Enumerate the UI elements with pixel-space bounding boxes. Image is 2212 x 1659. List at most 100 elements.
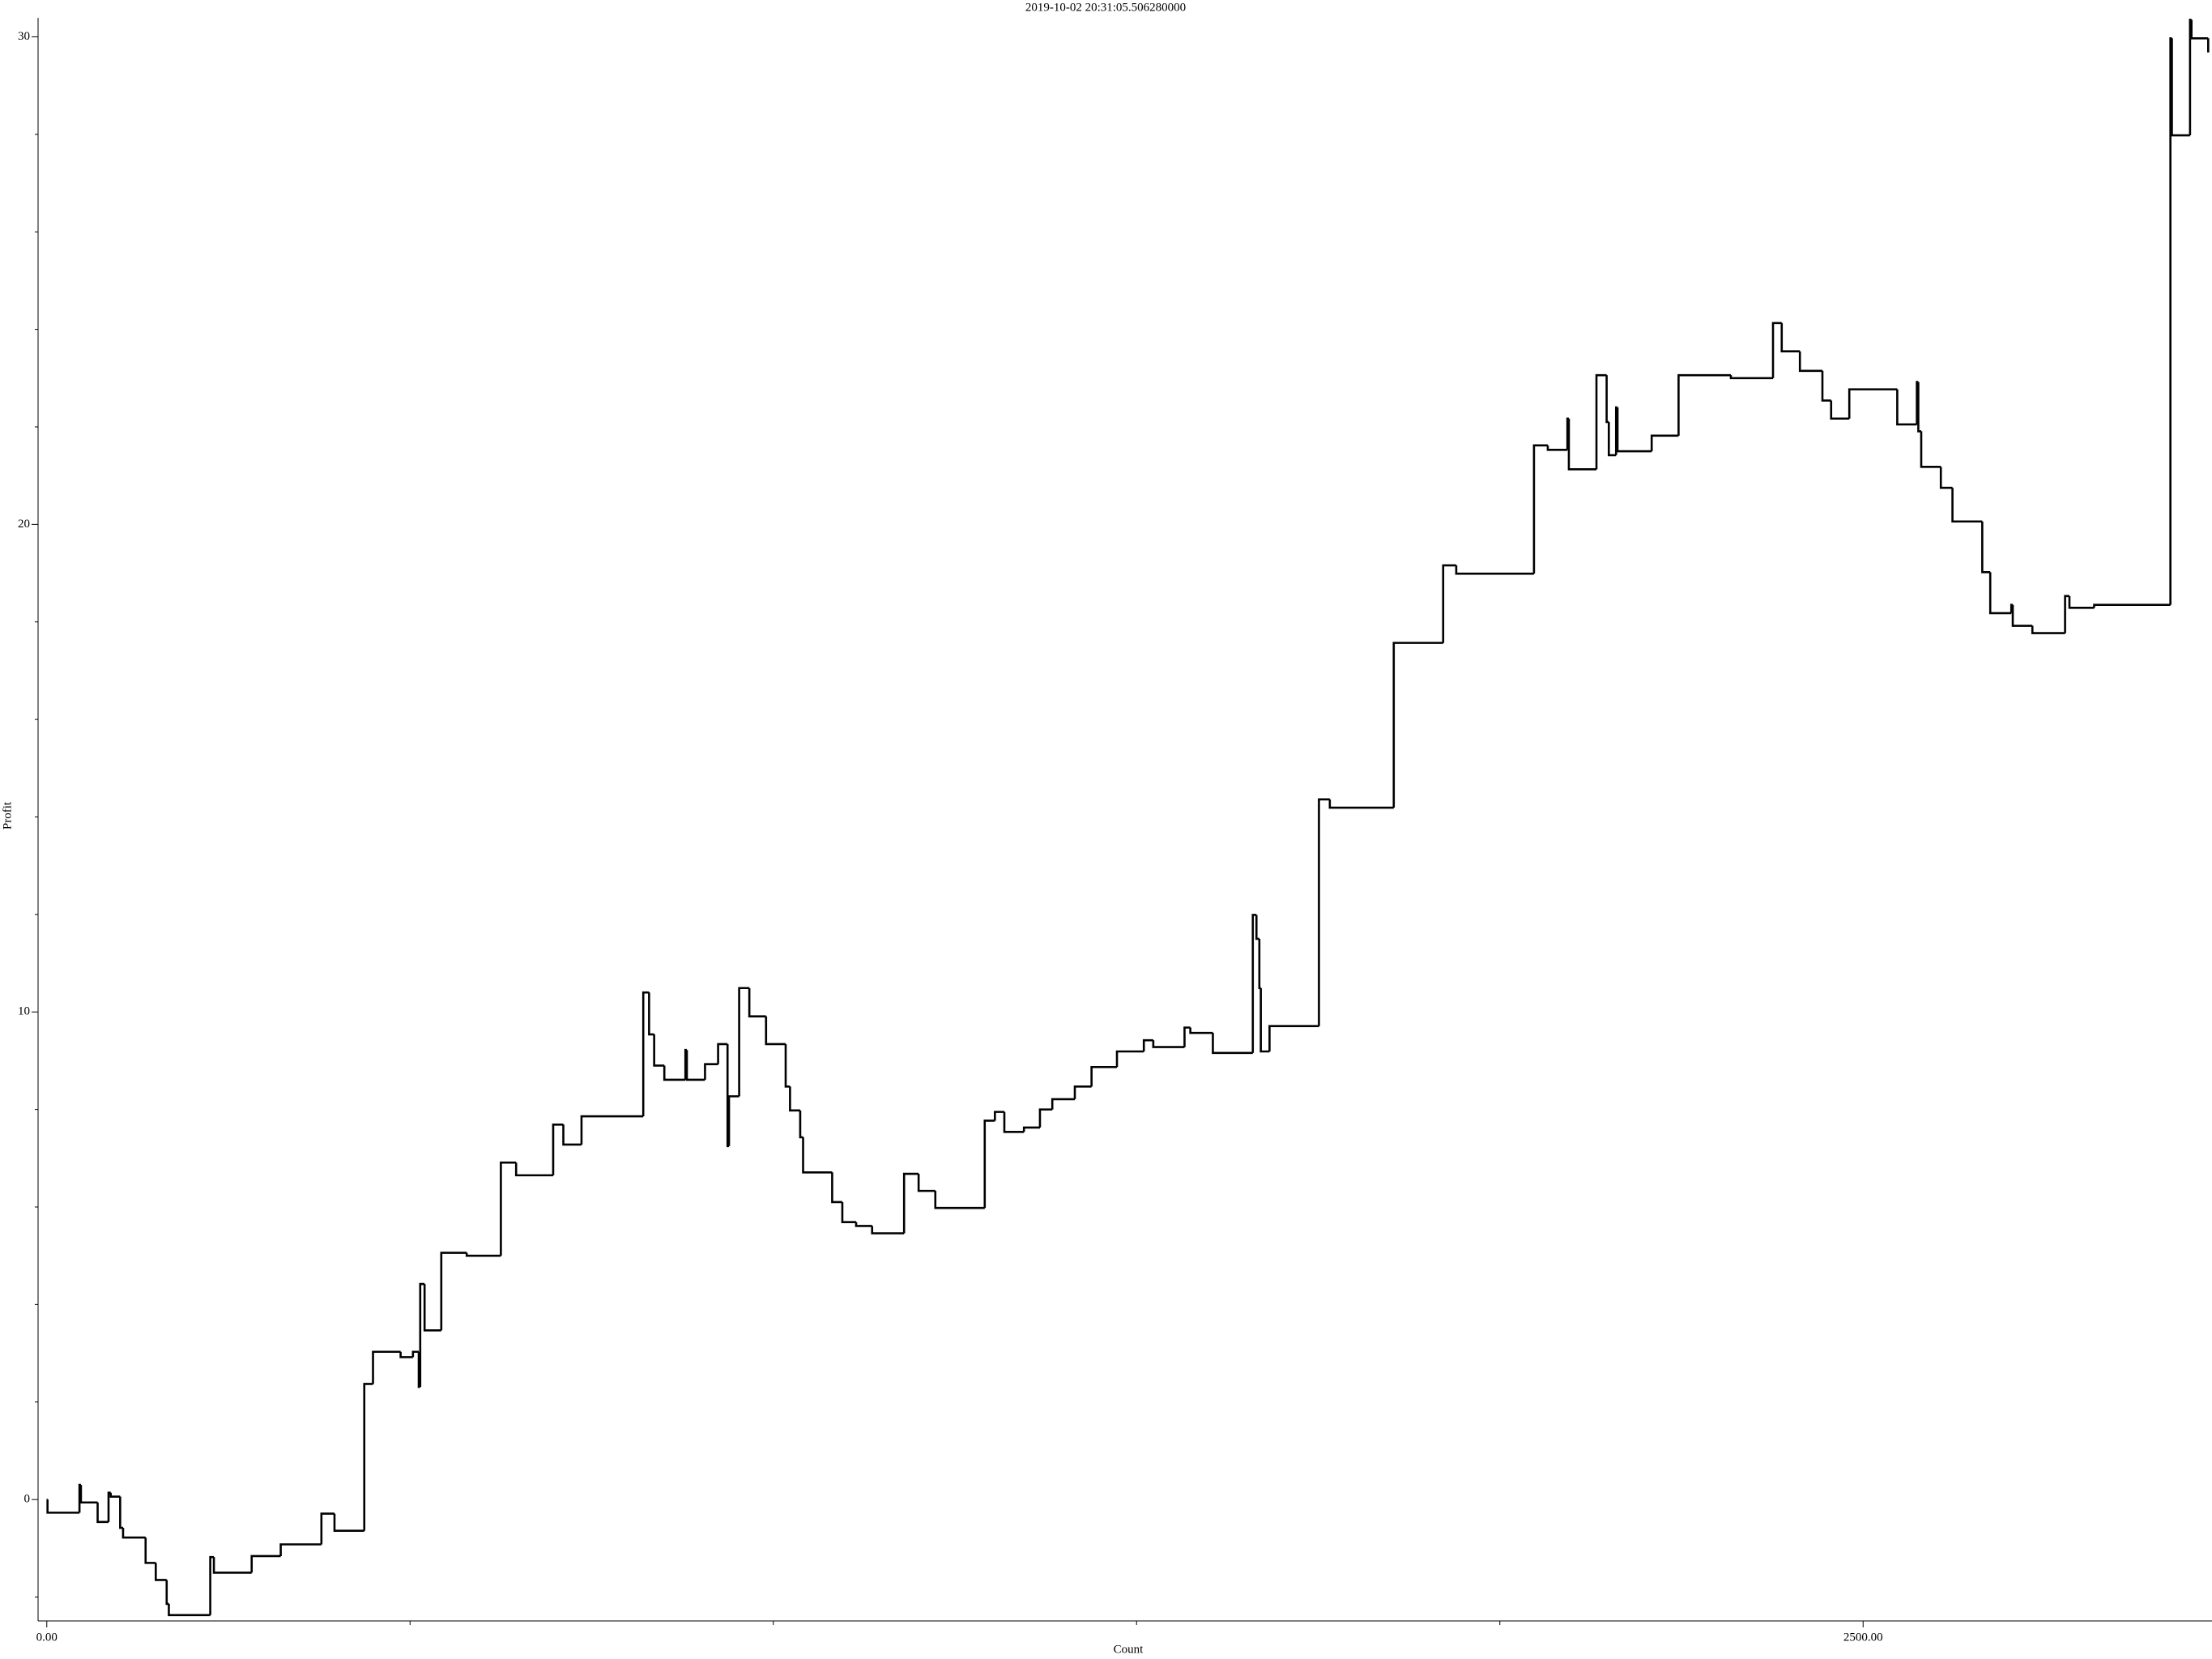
y-axis-label: Profit bbox=[1, 801, 14, 830]
step-segment bbox=[1268, 1025, 1319, 1051]
step-segment bbox=[1328, 799, 1394, 809]
step-segment bbox=[1022, 1126, 1040, 1132]
step-segment bbox=[514, 1162, 553, 1177]
step-segment bbox=[1455, 565, 1534, 575]
step-segment bbox=[121, 1528, 146, 1539]
x-tick-label: 0.00 bbox=[36, 1631, 58, 1644]
step-segment bbox=[1073, 1085, 1092, 1099]
step-segment bbox=[46, 1499, 80, 1514]
step-segment bbox=[399, 1351, 413, 1358]
step-segment bbox=[1916, 381, 1919, 424]
step-segment bbox=[1614, 406, 1618, 455]
step-segment bbox=[79, 1485, 98, 1504]
step-segment bbox=[684, 1048, 688, 1080]
step-segment bbox=[109, 1492, 121, 1498]
step-segment bbox=[1038, 1108, 1053, 1128]
step-segment bbox=[2031, 625, 2065, 634]
x-tick-label: 2500.00 bbox=[1843, 1631, 1883, 1644]
step-segment bbox=[1212, 1033, 1253, 1055]
step-segment bbox=[78, 1483, 81, 1513]
step-segment bbox=[1798, 351, 1823, 373]
step-segment bbox=[423, 1284, 441, 1332]
step-segment bbox=[831, 1172, 842, 1204]
step-segment bbox=[784, 1043, 791, 1088]
step-segment bbox=[1251, 914, 1257, 1053]
step-segment bbox=[1142, 1038, 1153, 1051]
step-segment bbox=[1616, 407, 1652, 453]
step-segment bbox=[2011, 604, 2033, 627]
step-segment bbox=[1771, 322, 1782, 378]
step-segment bbox=[372, 1350, 401, 1384]
step-segment bbox=[2093, 603, 2171, 608]
step-segment bbox=[717, 1043, 728, 1064]
step-segment bbox=[1183, 1026, 1191, 1047]
step-segment bbox=[1546, 445, 1568, 451]
step-segment bbox=[1258, 938, 1261, 990]
step-segment bbox=[2064, 595, 2069, 633]
step-segment bbox=[641, 991, 650, 1117]
step-segment bbox=[1920, 431, 1941, 468]
step-segment bbox=[2068, 595, 2095, 609]
step-segment bbox=[685, 1050, 705, 1081]
step-segment bbox=[738, 987, 750, 1097]
step-segment bbox=[155, 1563, 167, 1581]
step-segment bbox=[983, 1120, 995, 1209]
step-segment bbox=[1595, 373, 1607, 470]
step-segment bbox=[765, 1016, 786, 1046]
step-segment bbox=[440, 1252, 467, 1331]
y-tick-label: 30 bbox=[18, 30, 30, 43]
step-segment bbox=[934, 1191, 985, 1209]
step-segment bbox=[2169, 36, 2172, 605]
step-segment bbox=[648, 992, 654, 1036]
step-segment bbox=[799, 1110, 803, 1139]
step-segment bbox=[1677, 373, 1731, 436]
step-segment bbox=[1848, 388, 1898, 419]
step-segment bbox=[1896, 389, 1917, 426]
step-segment bbox=[1821, 370, 1831, 402]
step-segment bbox=[96, 1502, 109, 1524]
step-segment bbox=[653, 1034, 665, 1067]
step-segment bbox=[465, 1252, 501, 1257]
step-segment bbox=[1003, 1111, 1025, 1133]
step-segment bbox=[1988, 572, 2012, 615]
step-segment bbox=[209, 1555, 215, 1615]
step-segment bbox=[727, 1095, 739, 1146]
step-segment bbox=[1115, 1050, 1144, 1068]
step-segment bbox=[1442, 564, 1456, 643]
step-segment bbox=[1729, 375, 1774, 380]
step-segment bbox=[144, 1537, 156, 1564]
step-segment bbox=[1189, 1027, 1213, 1034]
y-tick-label: 10 bbox=[18, 1005, 30, 1018]
step-segment bbox=[2190, 19, 2209, 40]
step-segment bbox=[841, 1201, 857, 1223]
step-segment bbox=[2010, 603, 2014, 613]
step-segment bbox=[107, 1491, 111, 1522]
step-segment bbox=[165, 1580, 169, 1606]
step-segment bbox=[500, 1161, 517, 1256]
step-segment bbox=[855, 1222, 872, 1227]
step-segment bbox=[1532, 444, 1548, 574]
step-segment bbox=[994, 1111, 1004, 1121]
step-segment bbox=[363, 1383, 373, 1531]
step-segment bbox=[704, 1063, 718, 1080]
step-segment bbox=[871, 1226, 905, 1235]
step-segment bbox=[1152, 1040, 1185, 1048]
step-segment bbox=[1567, 418, 1597, 471]
step-segment bbox=[1255, 915, 1259, 940]
step-segment bbox=[1917, 382, 1921, 433]
step-segment bbox=[1780, 322, 1801, 352]
x-axis-label: Count bbox=[1114, 1643, 1144, 1656]
step-segment bbox=[1951, 488, 1983, 523]
step-segment bbox=[663, 1065, 686, 1081]
step-segment bbox=[1830, 400, 1850, 420]
y-tick-label: 0 bbox=[24, 1493, 31, 1506]
step-segment bbox=[250, 1555, 281, 1573]
step-segment bbox=[1392, 642, 1443, 808]
step-segment bbox=[333, 1513, 364, 1532]
step-segment bbox=[1939, 467, 1953, 489]
step-segment bbox=[1090, 1065, 1118, 1087]
step-segment bbox=[279, 1543, 322, 1556]
step-segment bbox=[789, 1086, 800, 1112]
